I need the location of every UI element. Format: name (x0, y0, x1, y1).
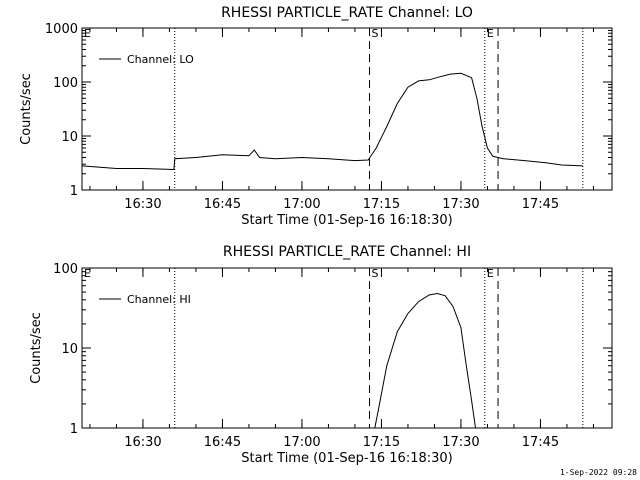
event-marker-label: S (372, 267, 379, 280)
x-tick-label: 17:00 (283, 197, 320, 212)
y-tick-label: 1000 (45, 22, 78, 37)
event-marker-label: E (84, 27, 91, 40)
footer-timestamp: 1-Sep-2022 09:28 (559, 468, 637, 477)
series-line (81, 72, 583, 171)
y-tick-label: 1 (70, 184, 78, 199)
x-tick-label: 17:15 (363, 197, 400, 212)
y-tick-label: 100 (53, 76, 78, 91)
event-marker-label: E (487, 27, 494, 40)
x-tick-label: 17:30 (442, 435, 479, 450)
y-axis-label: Counts/sec (19, 73, 34, 145)
event-marker-label: E (84, 267, 91, 280)
y-tick-label: 100 (53, 262, 78, 277)
x-tick-label: 17:00 (283, 435, 320, 450)
x-tick-label: 16:45 (204, 197, 241, 212)
lo-channel-panel: RHESSI PARTICLE_RATE Channel: LO 1 10 100 10… (19, 5, 613, 228)
legend-label: Channel: HI (127, 293, 191, 306)
series-line (374, 292, 476, 429)
plot-frame (81, 27, 613, 191)
y-tick-label: 10 (61, 130, 78, 145)
x-tick-label: 17:15 (363, 435, 400, 450)
chart-title: RHESSI PARTICLE_RATE Channel: LO (221, 5, 473, 21)
x-tick-label: 16:30 (124, 435, 161, 450)
event-marker-label: S (372, 27, 379, 40)
y-axis-label: Counts/sec (29, 312, 44, 384)
x-tick-label: 17:30 (442, 197, 479, 212)
hi-channel-panel: RHESSI PARTICLE_RATE Channel: HI 1 10 100 Co… (29, 244, 613, 466)
x-tick-label: 17:45 (522, 435, 559, 450)
y-tick-label: 10 (61, 342, 78, 357)
y-tick-label: 1 (70, 422, 78, 437)
x-tick-label: 16:45 (204, 435, 241, 450)
x-tick-label: 17:45 (522, 197, 559, 212)
x-axis-label: Start Time (01-Sep-16 16:18:30) (241, 451, 452, 466)
chart-title: RHESSI PARTICLE_RATE Channel: HI (223, 244, 471, 260)
legend-label: Channel: LO (127, 53, 194, 66)
x-tick-label: 16:30 (124, 197, 161, 212)
event-marker-label: E (487, 267, 494, 280)
x-axis-label: Start Time (01-Sep-16 16:18:30) (241, 213, 452, 228)
plot-frame (81, 267, 613, 429)
